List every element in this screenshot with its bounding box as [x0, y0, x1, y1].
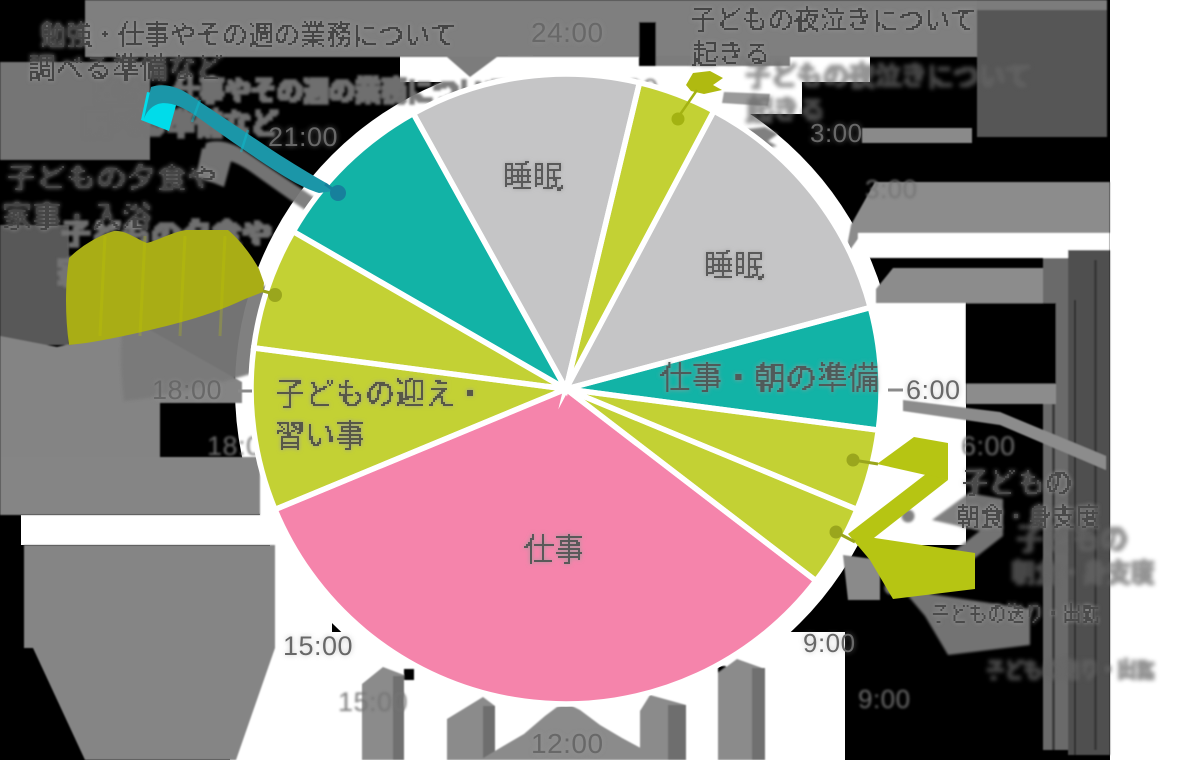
svg-text:9:00: 9:00: [858, 684, 911, 714]
svg-text:15:00: 15:00: [283, 631, 353, 661]
svg-text:3:00: 3:00: [810, 118, 863, 148]
svg-text:21:00: 21:00: [268, 122, 338, 152]
svg-text:3:00: 3:00: [865, 174, 918, 204]
svg-text:6:00: 6:00: [906, 375, 961, 405]
svg-text:9:00: 9:00: [803, 628, 856, 658]
svg-text:21:00: 21:00: [268, 122, 338, 152]
svg-text:18:00: 18:00: [152, 375, 222, 405]
svg-text:15:00: 15:00: [338, 687, 408, 717]
svg-text:6:00: 6:00: [906, 375, 961, 405]
svg-text:12:00: 12:00: [531, 728, 604, 759]
svg-text:18:00: 18:00: [152, 375, 222, 405]
svg-text:24:00: 24:00: [531, 17, 604, 48]
svg-text:6:00: 6:00: [961, 431, 1016, 461]
svg-text:3:00: 3:00: [810, 118, 863, 148]
svg-text:9:00: 9:00: [803, 628, 856, 658]
svg-text:12:00: 12:00: [531, 728, 604, 759]
svg-text:24:00: 24:00: [531, 17, 604, 48]
svg-text:15:00: 15:00: [283, 631, 353, 661]
